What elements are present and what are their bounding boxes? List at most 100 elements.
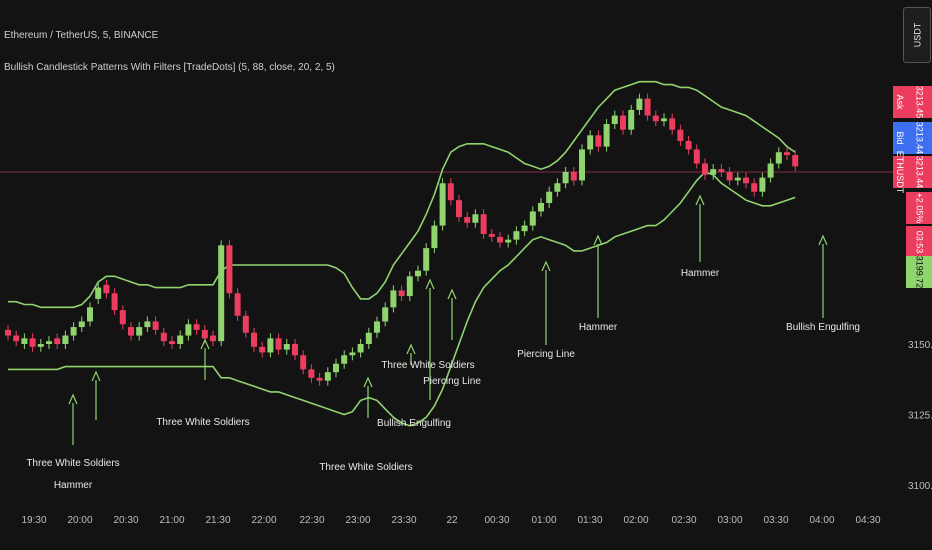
x-tick-label: 23:00 <box>345 515 370 526</box>
candle <box>497 236 503 243</box>
x-tick-label: 23:30 <box>391 515 416 526</box>
pattern-label: Piercing Line <box>423 376 481 387</box>
candle <box>636 98 643 110</box>
candle <box>78 321 85 328</box>
candle <box>644 98 651 116</box>
pattern-arrow-head <box>406 343 416 355</box>
candle <box>677 129 684 141</box>
candle <box>382 307 389 322</box>
candle <box>595 135 602 147</box>
candle <box>185 324 192 336</box>
x-tick-label: 02:30 <box>671 515 696 526</box>
pattern-label: Three White Soldiers <box>381 360 474 371</box>
candle <box>103 284 110 294</box>
price-tag-label-box <box>893 156 906 188</box>
candle <box>54 338 61 344</box>
pattern-label: Bullish Engulfing <box>786 322 860 333</box>
pattern-arrow-head <box>425 278 435 290</box>
candle <box>579 149 585 181</box>
candle <box>218 245 225 342</box>
candle <box>177 335 184 344</box>
candle <box>685 140 692 150</box>
x-tick-label: 01:30 <box>577 515 602 526</box>
pattern-label: Three White Soldiers <box>26 458 119 469</box>
candle <box>136 327 143 336</box>
candle <box>661 118 667 122</box>
candle <box>341 355 348 364</box>
pattern-label: Three White Soldiers <box>156 417 249 428</box>
candle <box>210 335 216 342</box>
candle <box>423 248 430 271</box>
candle <box>431 225 438 249</box>
price-tag-label-box <box>893 86 906 118</box>
candle <box>603 124 610 147</box>
candle <box>292 344 298 356</box>
price-tag-box <box>906 122 932 154</box>
candle <box>242 315 249 333</box>
candle <box>283 344 290 350</box>
candle <box>201 329 208 339</box>
candle <box>759 177 766 192</box>
chart-symbol-title: Ethereum / TetherUS, 5, BINANCE <box>4 30 159 41</box>
candle <box>611 115 618 125</box>
x-tick-label: 19:30 <box>21 515 46 526</box>
candle <box>21 338 28 344</box>
candle <box>521 225 528 232</box>
candle <box>505 239 512 243</box>
x-tick-label: 22:00 <box>251 515 276 526</box>
candle <box>62 335 69 344</box>
currency-button[interactable]: USDT <box>903 7 931 63</box>
candle <box>144 321 151 328</box>
x-tick-label: 22:30 <box>299 515 324 526</box>
pattern-label: Hammer <box>54 480 93 491</box>
candle <box>5 329 11 336</box>
candle <box>751 183 758 192</box>
pattern-arrow-head <box>593 234 603 246</box>
candle <box>333 363 339 373</box>
candle <box>702 163 708 175</box>
price-tag-box <box>906 256 932 288</box>
price-tag-box <box>906 86 932 118</box>
candle <box>743 177 749 184</box>
price-tag-label-box <box>893 122 906 154</box>
pattern-label: Hammer <box>681 268 720 279</box>
candle <box>562 171 569 184</box>
candle <box>734 177 741 181</box>
candle <box>37 344 44 347</box>
pattern-label: Three White Soldiers <box>319 462 412 473</box>
candle <box>87 307 93 322</box>
candle <box>390 290 397 308</box>
pattern-label: Bullish Engulfing <box>377 418 451 429</box>
candle <box>374 321 380 333</box>
price-tag-box <box>906 156 932 188</box>
candle <box>316 377 323 381</box>
pattern-arrow-head <box>447 288 457 300</box>
candle <box>70 327 77 336</box>
pattern-arrow-head <box>818 234 828 246</box>
candle <box>160 332 167 342</box>
x-tick-label: 20:30 <box>113 515 138 526</box>
candle <box>628 109 635 130</box>
price-tag-value: 3199.72 <box>915 256 925 289</box>
x-tick-label: 03:00 <box>717 515 742 526</box>
candle <box>472 214 479 223</box>
candle <box>357 344 364 353</box>
candle <box>152 321 159 330</box>
candle <box>792 155 799 167</box>
x-tick-label: 22 <box>446 515 458 526</box>
candle <box>587 135 594 150</box>
candle <box>554 183 561 192</box>
x-tick-label: 03:30 <box>763 515 788 526</box>
candle <box>718 169 725 172</box>
upper-band-line <box>8 80 796 309</box>
candle <box>349 352 356 356</box>
price-tag-label: ETHUSDT <box>895 151 905 194</box>
candle <box>415 270 421 277</box>
indicator-title[interactable]: Bullish Candlestick Patterns With Filter… <box>4 62 335 73</box>
candle <box>46 341 52 344</box>
candle <box>538 203 544 212</box>
candle <box>13 335 20 342</box>
candle <box>111 293 118 311</box>
candle <box>234 293 241 316</box>
